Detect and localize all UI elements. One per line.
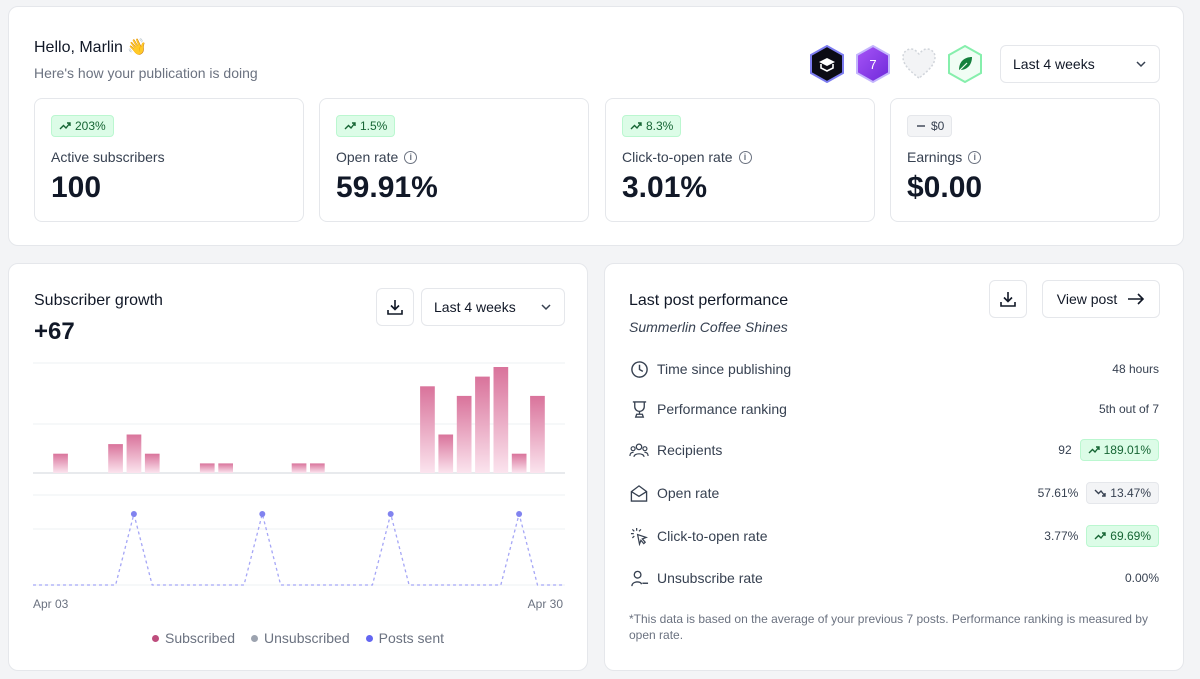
legend-unsubscribed[interactable]: Unsubscribed [251,630,350,646]
stat-delta-badge: 8.3% [622,115,682,137]
metric-click-to-open-rate: Click-to-open rate 3.77% 69.69% [629,524,1159,548]
arrow-right-icon [1128,293,1145,305]
chart-bar-subscribed [108,444,123,473]
chart-bar-subscribed [291,463,307,473]
metric-time-since-publishing: Time since publishing 48 hours [629,357,1159,381]
chart-line-posts-sent [33,511,565,586]
clock-icon [629,359,649,379]
dark-hex-badge-icon[interactable] [809,45,845,83]
metric-delta-badge: 13.47% [1086,482,1159,504]
chart-bar-subscribed [438,434,454,473]
user-minus-icon [629,568,649,588]
chart-bar-subscribed [475,376,490,473]
subscriber-growth-chart [33,362,565,586]
x-axis-start-label: Apr 03 [33,597,69,611]
download-icon [1000,292,1016,307]
download-icon [387,300,403,315]
info-icon[interactable]: i [404,150,418,164]
x-axis-end-label: Apr 30 [527,597,563,611]
trophy-icon [629,399,649,419]
subscriber-growth-card: Subscriber growth +67 Last 4 weeks Apr 0… [8,263,588,671]
heart-badge-icon[interactable] [901,45,937,83]
post-download-button[interactable] [989,280,1027,318]
chart-bar-subscribed [199,463,215,473]
trend-up-icon [344,122,356,130]
legend-posts-sent[interactable]: Posts sent [365,630,444,646]
period-select-value: Last 4 weeks [1013,56,1095,72]
stat-earnings: $0 Earnings i $0.00 [890,98,1160,222]
stat-active-subscribers: 203% Active subscribers 100 [34,98,304,222]
growth-period-select[interactable]: Last 4 weeks [421,288,565,326]
chevron-down-icon [541,304,551,311]
badge-seven-text: 7 [869,57,876,72]
period-select[interactable]: Last 4 weeks [1000,45,1160,83]
chart-bar-subscribed [310,463,325,473]
growth-title: Subscriber growth [34,292,163,309]
stat-value: 59.91% [336,171,438,204]
chart-point-post-sent [259,511,266,517]
chart-bar-subscribed [53,453,68,473]
growth-value: +67 [34,318,75,345]
trend-down-icon [1094,489,1106,497]
trend-up-icon [59,122,71,130]
chevron-down-icon [1136,61,1146,68]
metric-unsubscribe-rate: Unsubscribe rate 0.00% [629,566,1159,590]
greeting: Hello, Marlin 👋 [34,39,148,56]
stat-click-to-open-rate: 8.3% Click-to-open rate i 3.01% [605,98,875,222]
stat-delta-badge: $0 [907,115,953,137]
metric-performance-ranking: Performance ranking 5th out of 7 [629,397,1159,421]
users-icon [629,440,649,460]
trend-up-icon [1094,532,1106,540]
chart-legend: Subscribed Unsubscribed Posts sent [9,630,587,646]
chart-bar-subscribed [530,395,545,473]
stat-delta-badge: 203% [51,115,114,137]
stat-label: Click-to-open rate i [622,149,752,165]
badges: 7 [809,45,983,83]
cursor-click-icon [629,526,649,546]
metric-recipients: Recipients 92 189.01% [629,438,1159,462]
stat-label: Open rate i [336,149,418,165]
post-title[interactable]: Summerlin Coffee Shines [629,319,788,335]
stat-open-rate: 1.5% Open rate i 59.91% [319,98,589,222]
envelope-open-icon [629,483,649,503]
metric-delta-badge: 189.01% [1079,439,1159,461]
post-card-title: Last post performance [629,292,789,309]
stat-delta-badge: 1.5% [336,115,396,137]
chart-point-post-sent [130,511,137,517]
stat-value: 100 [51,171,102,204]
growth-period-value: Last 4 weeks [434,299,516,315]
chart-bar-subscribed [126,434,142,473]
dash-icon [917,125,925,127]
chart-bar-subscribed [144,453,160,473]
trend-up-icon [1088,446,1100,454]
seven-badge-icon[interactable]: 7 [855,45,891,83]
greeting-subtitle: Here's how your publication is doing [34,65,258,81]
leaf-badge-icon[interactable] [947,45,983,83]
chart-bar-subscribed [420,386,435,473]
stat-label: Active subscribers [51,149,165,165]
overview-card: Hello, Marlin 👋 Here's how your publicat… [8,6,1184,246]
stat-value: 3.01% [622,171,708,204]
metric-open-rate: Open rate 57.61% 13.47% [629,481,1159,505]
download-button[interactable] [376,288,414,326]
chart-point-post-sent [516,511,523,517]
legend-subscribed[interactable]: Subscribed [151,630,235,646]
metric-delta-badge: 69.69% [1086,525,1159,547]
info-icon[interactable]: i [968,150,982,164]
info-icon[interactable]: i [738,150,752,164]
last-post-performance-card: Last post performance Summerlin Coffee S… [604,263,1184,671]
chart-bar-subscribed [218,463,233,473]
chart-bar-subscribed [493,367,509,473]
trend-up-icon [630,122,642,130]
stat-value: $0.00 [907,171,983,204]
view-post-button[interactable]: View post [1042,280,1160,318]
chart-point-post-sent [387,511,394,517]
chart-bar-subscribed [456,395,472,473]
footnote: *This data is based on the average of yo… [629,612,1148,642]
chart-bar-subscribed [511,453,527,473]
stat-label: Earnings i [907,149,982,165]
